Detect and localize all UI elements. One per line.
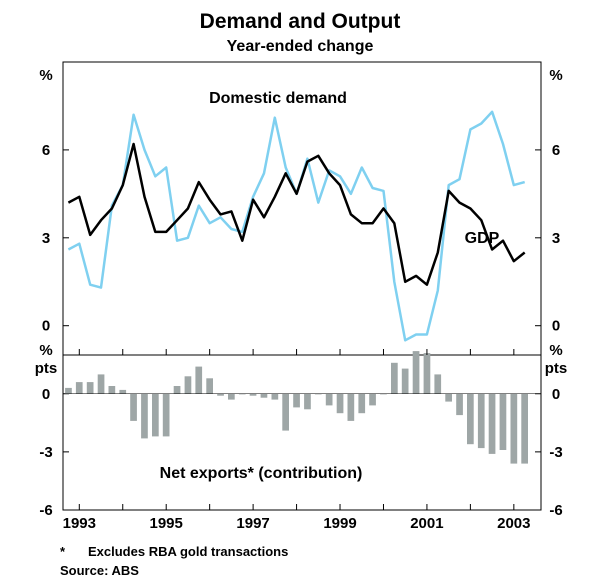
domestic-demand-label: Domestic demand — [209, 90, 347, 107]
net-exports-label: Net exports* (contribution) — [160, 465, 363, 482]
chart-subtitle: Year-ended change — [227, 38, 374, 55]
net-exports-bar — [488, 393, 496, 454]
net-exports-bar — [325, 393, 333, 406]
top-panel: 0 0 3 3 6 6 — [42, 110, 560, 342]
net-exports-bar — [336, 393, 344, 414]
y-tick-label: -3 — [39, 444, 52, 461]
gdp-label: GDP — [465, 230, 500, 247]
gdp-line — [67, 142, 526, 286]
net-exports-bar — [65, 387, 72, 394]
y-tick-label: -6 — [39, 502, 52, 519]
x-tick-label: 1997 — [236, 515, 269, 532]
x-tick-label: 1999 — [323, 515, 356, 532]
chart-title: Demand and Output — [200, 10, 401, 33]
net-exports-bar — [195, 366, 203, 394]
net-exports-bar — [108, 386, 116, 394]
net-exports-bar — [260, 393, 268, 398]
net-exports-bar — [173, 386, 181, 394]
net-exports-bar — [86, 382, 94, 394]
domestic-demand-line — [67, 110, 526, 342]
net-exports-bar — [282, 393, 289, 431]
unit-line: % — [549, 342, 562, 359]
net-exports-bar — [521, 393, 528, 464]
y-tick-label: 0 — [42, 318, 50, 335]
net-exports-bar — [228, 393, 235, 400]
bottom-panel: 0 0 -3 -3 -6 -6 — [39, 351, 563, 519]
x-tick-label: 1993 — [63, 515, 96, 532]
net-exports-bar — [314, 393, 322, 395]
bottom-left-unit: % pts — [35, 342, 58, 377]
y-tick-label: 6 — [42, 142, 50, 159]
net-exports-bar — [423, 353, 431, 394]
net-exports-bar — [293, 393, 300, 408]
net-exports-bar — [412, 351, 420, 394]
top-left-unit: % — [39, 67, 52, 84]
net-exports-bar — [369, 393, 376, 406]
net-exports-bar — [456, 393, 463, 416]
y-tick-label: -3 — [549, 444, 562, 461]
x-axis: 1993 1995 1997 1999 2001 2003 — [63, 349, 530, 532]
footnote-text: Excludes RBA gold transactions — [88, 544, 288, 559]
net-exports-bar — [347, 393, 355, 421]
footnote-marker: * — [60, 544, 66, 559]
source-note: Source: ABS — [60, 563, 139, 578]
net-exports-bar — [358, 393, 366, 414]
net-exports-bar — [97, 374, 105, 394]
x-tick-label: 2003 — [497, 515, 530, 532]
net-exports-bar — [445, 393, 452, 402]
net-exports-bar — [130, 393, 137, 421]
net-exports-bar — [184, 376, 192, 394]
net-exports-bar — [141, 393, 148, 439]
net-exports-bar — [304, 393, 311, 410]
net-exports-bar — [162, 393, 170, 437]
net-exports-bar — [477, 393, 485, 449]
unit-line: pts — [545, 360, 568, 377]
net-exports-bar — [401, 368, 409, 394]
net-exports-bar — [238, 393, 246, 395]
y-tick-label: 3 — [42, 230, 50, 247]
net-exports-bar — [271, 393, 279, 400]
net-exports-bar — [119, 389, 127, 394]
unit-line: pts — [35, 360, 58, 377]
net-exports-bar — [206, 378, 213, 394]
y-tick-label: 0 — [42, 386, 50, 403]
x-tick-label: 1995 — [150, 515, 183, 532]
x-tick-label: 2001 — [410, 515, 443, 532]
unit-line: % — [39, 342, 52, 359]
bottom-right-unit: % pts — [545, 342, 568, 377]
y-tick-label: 6 — [552, 142, 560, 159]
y-tick-label: 0 — [552, 386, 560, 403]
net-exports-bar — [217, 393, 224, 396]
y-tick-label: 0 — [552, 318, 560, 335]
net-exports-bar — [510, 393, 518, 464]
net-exports-bar — [499, 393, 507, 450]
top-right-unit: % — [549, 67, 562, 84]
plot-frame — [62, 61, 542, 511]
net-exports-bar — [75, 382, 83, 394]
net-exports-bar — [434, 374, 442, 394]
net-exports-bar — [380, 393, 387, 395]
net-exports-bar — [391, 362, 398, 394]
y-tick-label: -6 — [549, 502, 562, 519]
net-exports-bar — [152, 393, 159, 437]
net-exports-bar — [249, 393, 257, 396]
net-exports-bar — [467, 393, 474, 445]
y-tick-label: 3 — [552, 230, 560, 247]
